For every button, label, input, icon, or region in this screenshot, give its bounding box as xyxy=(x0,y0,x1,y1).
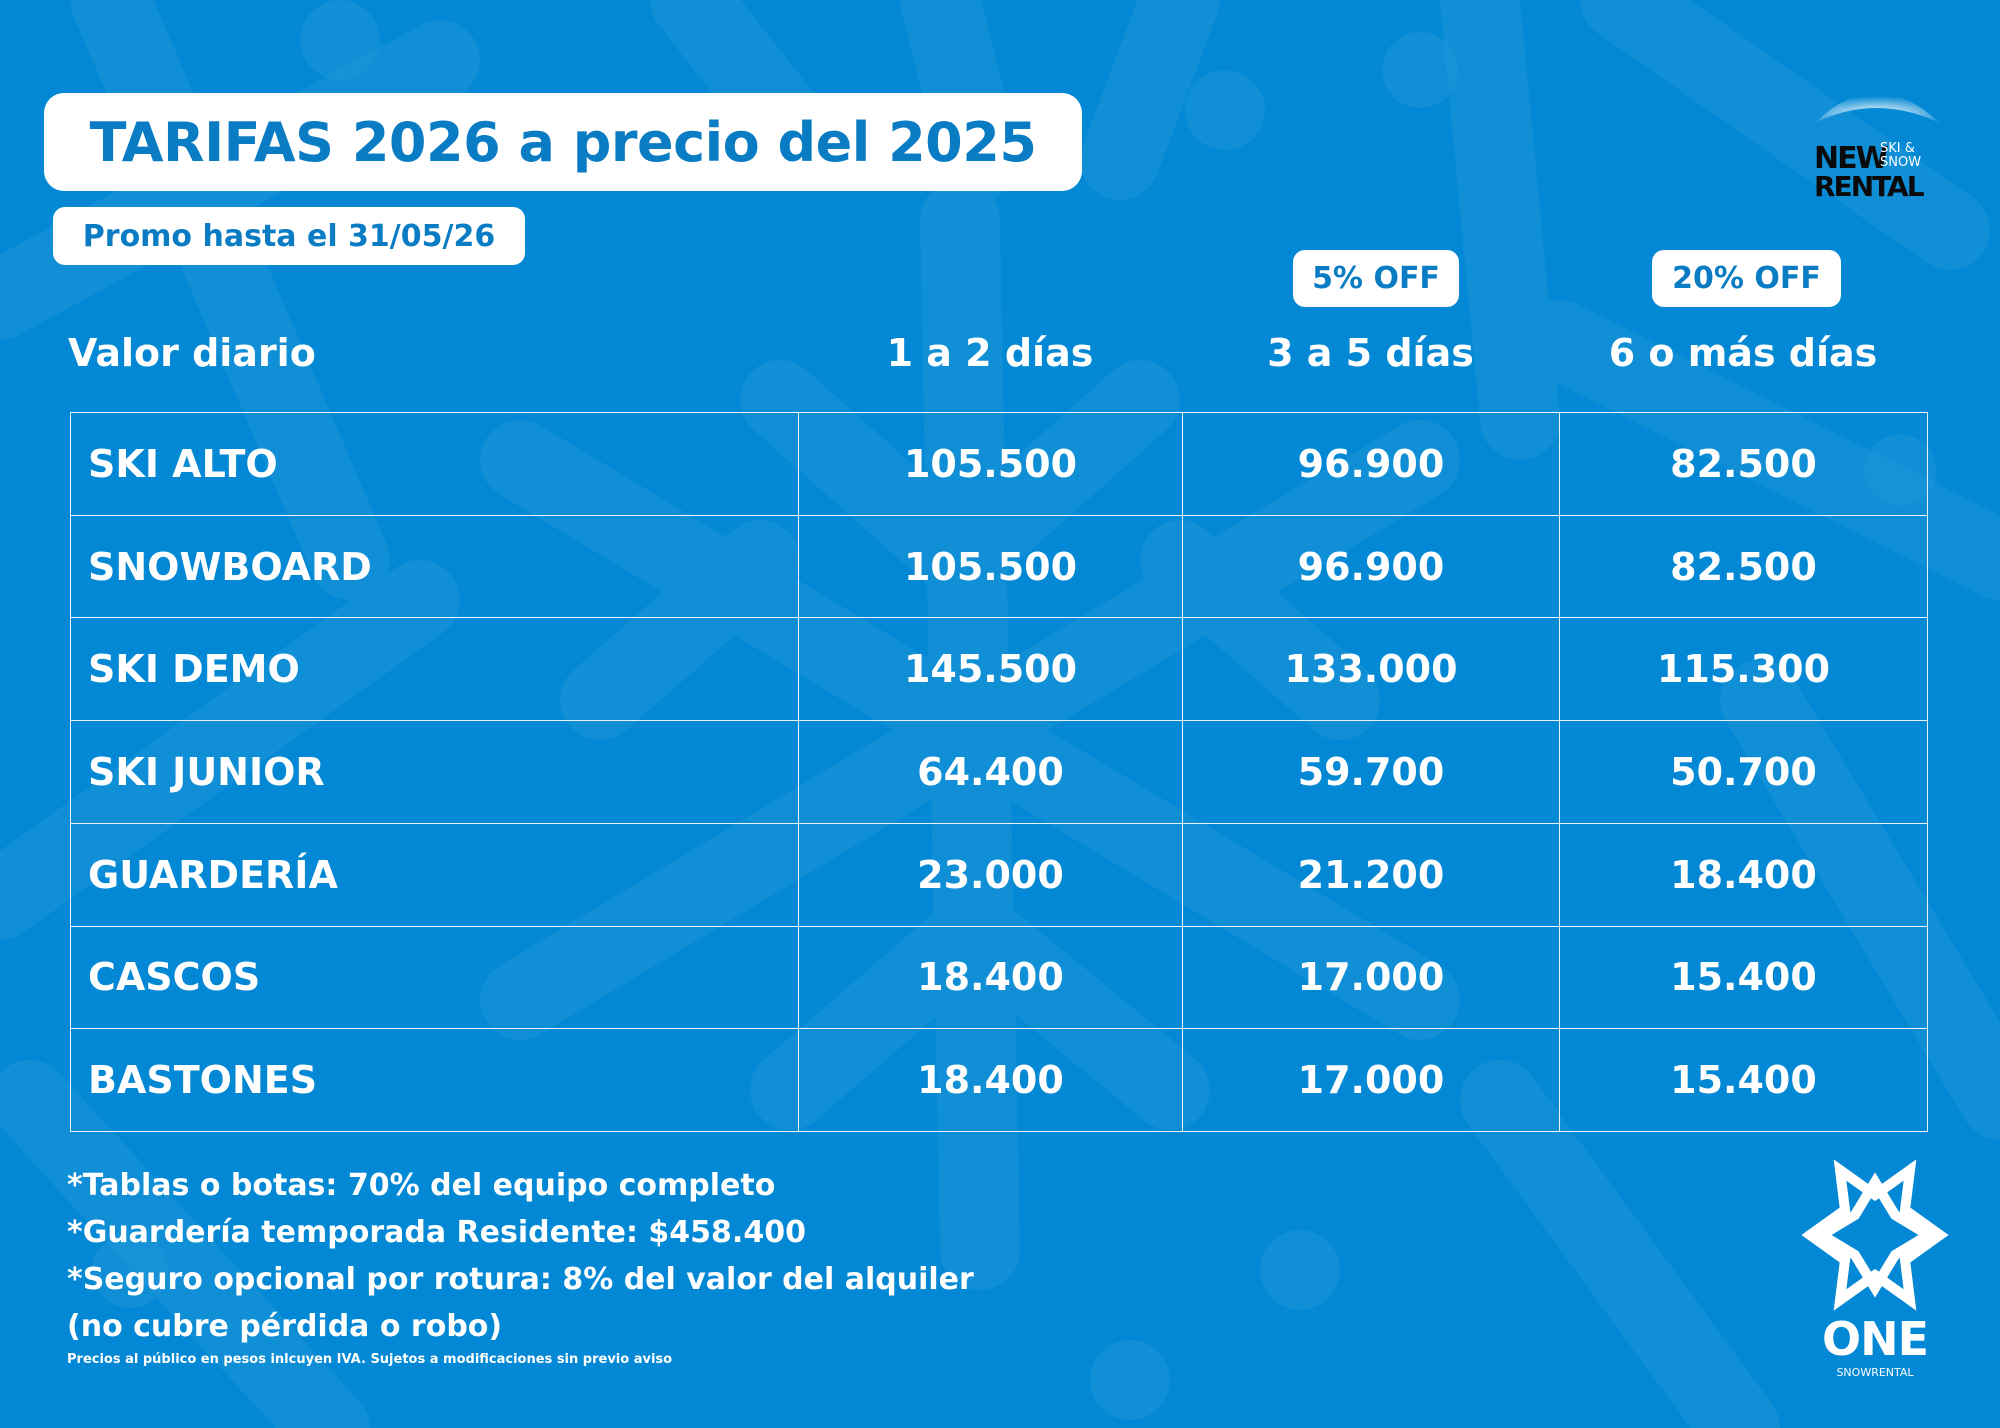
table-row: SNOWBOARD 105.500 96.900 82.500 xyxy=(70,514,1928,619)
row-item-name: SKI ALTO xyxy=(70,412,799,516)
price-6-plus-days: 115.300 xyxy=(1559,617,1928,722)
price-table: SKI ALTO 105.500 96.900 82.500 SNOWBOARD… xyxy=(70,412,1928,1132)
price-1-2-days: 23.000 xyxy=(798,822,1183,927)
footnotes: *Tablas o botas: 70% del equipo completo… xyxy=(67,1162,974,1367)
footnote-storage-resident: *Guardería temporada Residente: $458.400 xyxy=(67,1215,806,1250)
row-item-name: CASCOS xyxy=(70,925,799,1030)
discount-badge-20: 20% OFF xyxy=(1652,250,1841,307)
column-header-6-plus-days: 6 o más días xyxy=(1608,331,1878,375)
price-3-5-days: 21.200 xyxy=(1182,822,1560,927)
fine-print: Precios al público en pesos inlcuyen IVA… xyxy=(67,1352,673,1367)
logo-text-snowrental: SNOWRENTAL xyxy=(1836,1366,1914,1379)
column-header-1-2-days: 1 a 2 días xyxy=(886,331,1094,375)
logo-text-ski: SKI & xyxy=(1880,141,1915,156)
price-3-5-days: 96.900 xyxy=(1182,514,1560,619)
footnote-insurance-exclusion: (no cubre pérdida o robo) xyxy=(67,1309,503,1344)
price-6-plus-days: 82.500 xyxy=(1559,514,1928,619)
promo-banner: Promo hasta el 31/05/26 xyxy=(53,207,525,265)
row-item-name: GUARDERÍA xyxy=(70,822,799,927)
star-emblem-icon xyxy=(1801,1160,1949,1311)
row-item-name: BASTONES xyxy=(70,1028,799,1132)
row-item-name: SKI DEMO xyxy=(70,617,799,722)
logo-text-new: NEW xyxy=(1814,141,1889,176)
page-title: TARIFAS 2026 a precio del 2025 xyxy=(89,110,1037,174)
footnote-insurance: *Seguro opcional por rotura: 8% del valo… xyxy=(67,1262,974,1297)
price-6-plus-days: 15.400 xyxy=(1559,1028,1928,1132)
logo-text-rental: RENTAL xyxy=(1814,170,1925,203)
price-1-2-days: 105.500 xyxy=(798,514,1183,619)
one-snowrental-logo: ONE SNOWRENTAL xyxy=(1801,1160,1949,1379)
badge-label: 20% OFF xyxy=(1672,261,1821,296)
row-item-name: SKI JUNIOR xyxy=(70,720,799,824)
column-header-3-5-days: 3 a 5 días xyxy=(1267,331,1474,375)
price-1-2-days: 18.400 xyxy=(798,1028,1183,1132)
table-row: SKI ALTO 105.500 96.900 82.500 xyxy=(70,412,1928,516)
promo-text: Promo hasta el 31/05/26 xyxy=(82,218,496,254)
row-item-name: SNOWBOARD xyxy=(70,514,799,619)
table-row: SKI DEMO 145.500 133.000 115.300 xyxy=(70,617,1928,722)
price-1-2-days: 105.500 xyxy=(798,412,1183,516)
column-header-item: Valor diario xyxy=(68,331,316,375)
discount-badge-5: 5% OFF xyxy=(1293,250,1459,307)
table-row: CASCOS 18.400 17.000 15.400 xyxy=(70,925,1928,1030)
price-3-5-days: 17.000 xyxy=(1182,925,1560,1030)
table-row: SKI JUNIOR 64.400 59.700 50.700 xyxy=(70,720,1928,824)
price-6-plus-days: 82.500 xyxy=(1559,412,1928,516)
price-6-plus-days: 50.700 xyxy=(1559,720,1928,824)
logo-text-one: ONE xyxy=(1822,1312,1928,1366)
footnote-boards-boots: *Tablas o botas: 70% del equipo completo xyxy=(67,1168,776,1203)
price-6-plus-days: 18.400 xyxy=(1559,822,1928,927)
price-6-plus-days: 15.400 xyxy=(1559,925,1928,1030)
table-row: BASTONES 18.400 17.000 15.400 xyxy=(70,1028,1928,1132)
price-1-2-days: 64.400 xyxy=(798,720,1183,824)
badge-label: 5% OFF xyxy=(1312,261,1440,296)
price-1-2-days: 145.500 xyxy=(798,617,1183,722)
price-3-5-days: 59.700 xyxy=(1182,720,1560,824)
price-1-2-days: 18.400 xyxy=(798,925,1183,1030)
price-3-5-days: 133.000 xyxy=(1182,617,1560,722)
title-banner: TARIFAS 2026 a precio del 2025 xyxy=(44,93,1082,191)
price-3-5-days: 96.900 xyxy=(1182,412,1560,516)
new-rental-logo: NEW SKI & SNOW RENTAL xyxy=(1814,93,1940,203)
price-3-5-days: 17.000 xyxy=(1182,1028,1560,1132)
logo-text-snow: SNOW xyxy=(1880,155,1921,170)
table-row: GUARDERÍA 23.000 21.200 18.400 xyxy=(70,822,1928,927)
